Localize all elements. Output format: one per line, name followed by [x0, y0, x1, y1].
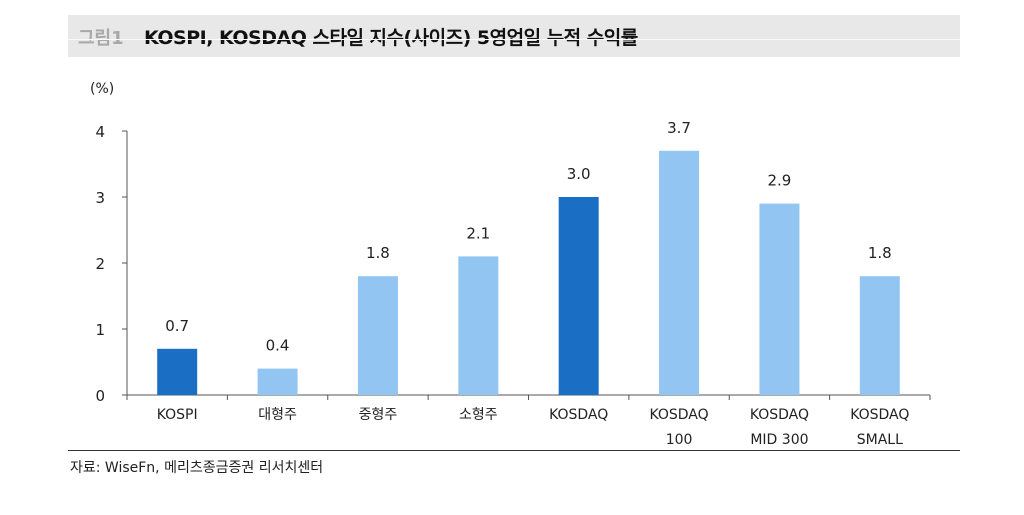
bar — [659, 150, 700, 395]
y-tick-label: 0 — [95, 387, 105, 405]
x-tick-label: 대형주 — [258, 407, 297, 423]
y-tick-label: 4 — [95, 123, 105, 141]
bar — [759, 203, 800, 395]
x-tick-label: KOSDAQ — [649, 407, 708, 423]
y-axis-label: (%) — [90, 81, 114, 97]
x-tick-label: KOSDAQ — [750, 407, 809, 423]
title-band: 그림1 KOSPI, KOSDAQ 스타일 지수(사이즈) 5영업일 누적 수익… — [68, 15, 960, 57]
footer-rule — [68, 450, 960, 451]
data-label: 2.9 — [768, 172, 792, 190]
x-tick-label: KOSPI — [157, 407, 198, 423]
x-tick-label: KOSDAQ — [850, 407, 909, 423]
x-tick-label: 100 — [666, 432, 693, 448]
chart-title: KOSPI, KOSDAQ 스타일 지수(사이즈) 5영업일 누적 수익률 — [144, 27, 638, 49]
bar — [157, 348, 198, 395]
x-tick-label: 소형주 — [459, 407, 498, 423]
x-tick-label: SMALL — [857, 432, 903, 448]
data-label: 1.8 — [868, 244, 892, 262]
data-label: 2.1 — [466, 224, 490, 242]
data-label: 3.0 — [567, 165, 591, 183]
data-label: 1.8 — [366, 244, 390, 262]
data-label: 0.7 — [165, 317, 189, 335]
x-tick-label: MID 300 — [750, 432, 808, 448]
bar — [357, 276, 398, 395]
y-tick-label: 1 — [95, 321, 105, 339]
y-tick-label: 3 — [95, 189, 105, 207]
source-note: 자료: WiseFn, 메리츠종금증권 리서치센터 — [70, 460, 324, 476]
x-tick-label: KOSDAQ — [549, 407, 608, 423]
bar — [257, 368, 298, 395]
bar — [458, 256, 499, 395]
data-label: 3.7 — [667, 119, 691, 137]
data-label: 0.4 — [266, 337, 290, 355]
bar — [558, 197, 599, 395]
bar — [859, 276, 900, 395]
x-tick-label: 중형주 — [359, 407, 398, 423]
y-tick-label: 2 — [95, 255, 105, 273]
